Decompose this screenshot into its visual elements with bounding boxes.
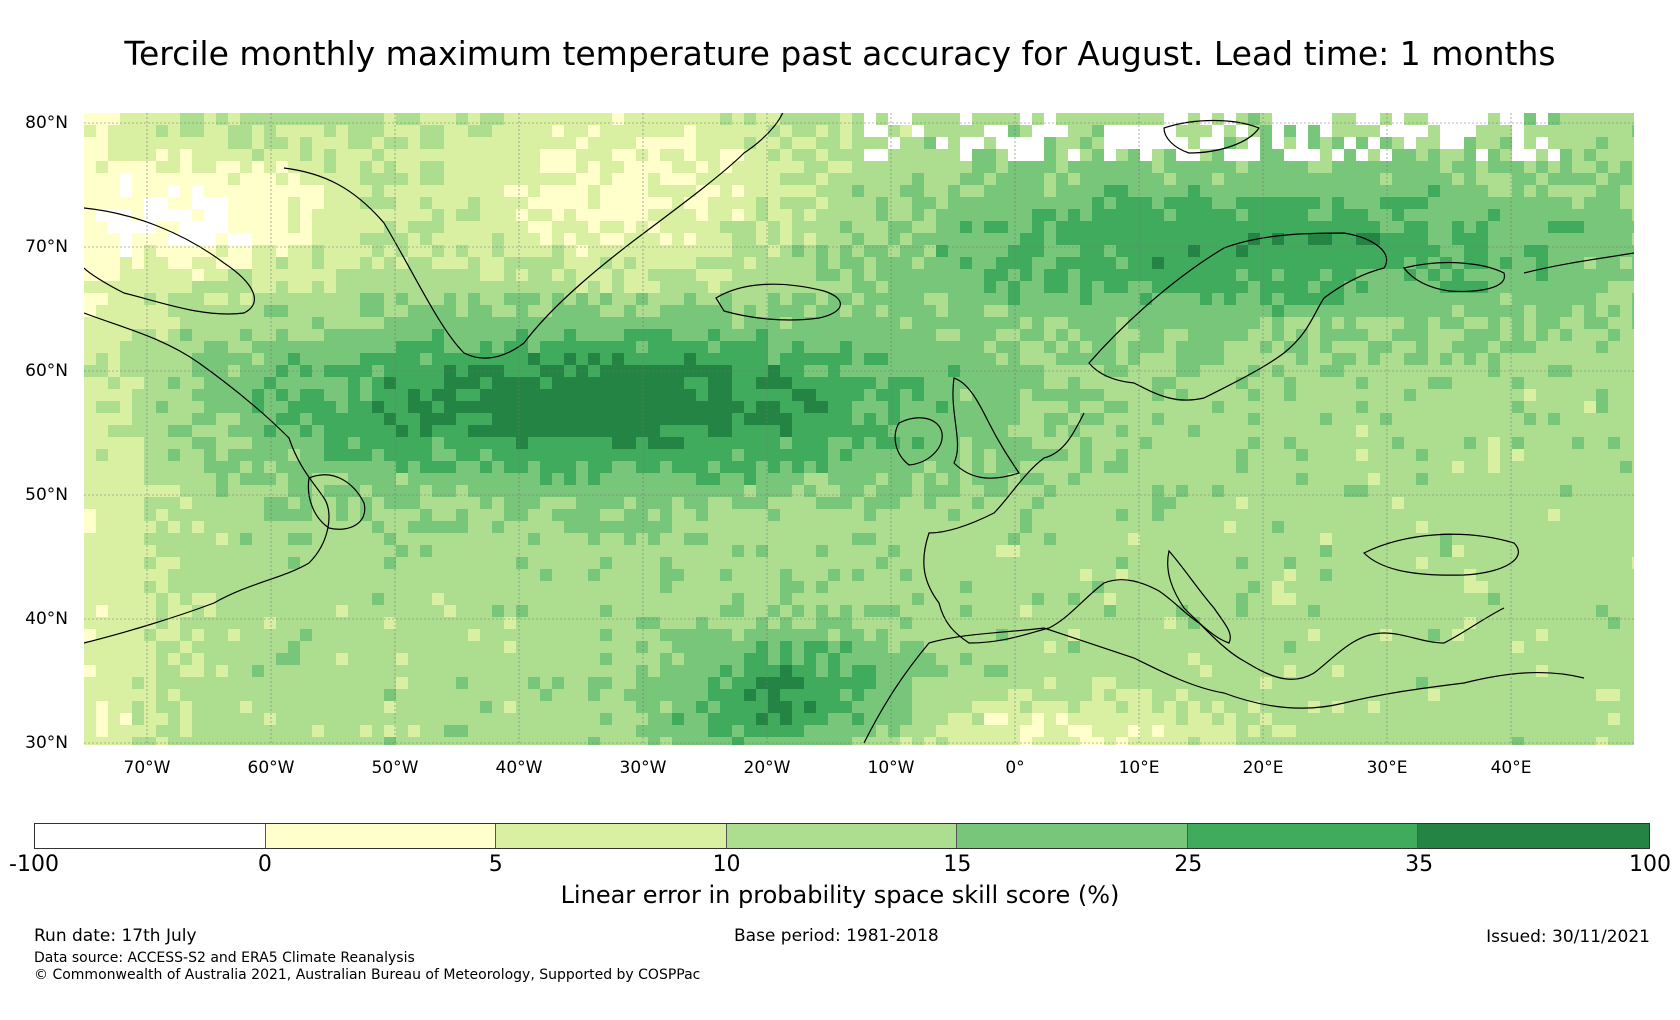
lat-label: 40°N [25,609,68,629]
run-date: Run date: 17th July [34,926,197,946]
lon-label: 10°W [867,758,915,778]
iceland-outline [715,283,842,321]
colorbar-tick-label: 0 [257,852,272,877]
colorbar-segment [265,824,497,848]
newfoundland-outline [307,474,366,530]
lon-label: 50°W [371,758,419,778]
scandinavia-outline [1088,232,1388,401]
lon-label: 0° [1005,758,1025,778]
map-title: Tercile monthly maximum temperature past… [124,34,1556,73]
ireland-outline [894,417,943,466]
colorbar-tick-label: 100 [1629,852,1671,877]
kola-outline [1402,261,1506,293]
lon-label: 30°W [619,758,667,778]
lon-label: 20°W [743,758,791,778]
colorbar-segment [1187,824,1419,848]
labrador-outline [84,312,330,644]
lat-label: 50°N [25,485,68,505]
baffin-outline [84,207,255,315]
colorbar-tick-label: 35 [1405,852,1434,877]
colorbar-segment [496,824,727,848]
lon-label: 30°E [1366,758,1408,778]
lon-label: 70°W [123,758,171,778]
lat-label: 30°N [25,733,68,753]
black-sea-outline [1362,533,1519,576]
skill-score-field [84,113,1634,745]
italy-outline [1167,549,1231,644]
colorbar-tick-label: -100 [9,852,59,877]
svalbard-outline [1163,119,1260,154]
colorbar-tick-label: 5 [488,852,503,877]
lat-label: 70°N [25,237,68,257]
colorbar-segment [957,824,1188,848]
colorbar-tick-label: 10 [712,852,741,877]
lon-label: 40°W [495,758,543,778]
skill-score-map [84,113,1634,745]
lon-label: 20°E [1242,758,1284,778]
colorbar-segment [35,824,266,848]
colorbar-segment [1418,824,1650,848]
greenland-outline [283,113,784,359]
russia-north-coast [1523,252,1634,274]
lon-label: 60°W [247,758,295,778]
colorbar-tick-label: 25 [1174,852,1203,877]
lon-label: 10°E [1118,758,1160,778]
europe-coast [923,412,1505,680]
lon-label: 40°E [1490,758,1532,778]
copyright: © Commonwealth of Australia 2021, Austra… [34,967,701,983]
data-source: Data source: ACCESS-S2 and ERA5 Climate … [34,950,415,966]
colorbar-tick-label: 15 [943,852,972,877]
great-britain-outline [952,377,1020,479]
graticule [84,113,1634,745]
north-africa-coast [863,627,1585,744]
lat-label: 80°N [25,113,68,133]
base-period: Base period: 1981-2018 [734,926,939,946]
issued-date: Issued: 30/11/2021 [1486,927,1650,947]
colorbar-label: Linear error in probability space skill … [560,881,1120,909]
colorbar [34,823,1650,849]
colorbar-segment [726,824,958,848]
map-canvas [84,113,1634,745]
land-outlines [84,113,1634,744]
lat-label: 60°N [25,361,68,381]
